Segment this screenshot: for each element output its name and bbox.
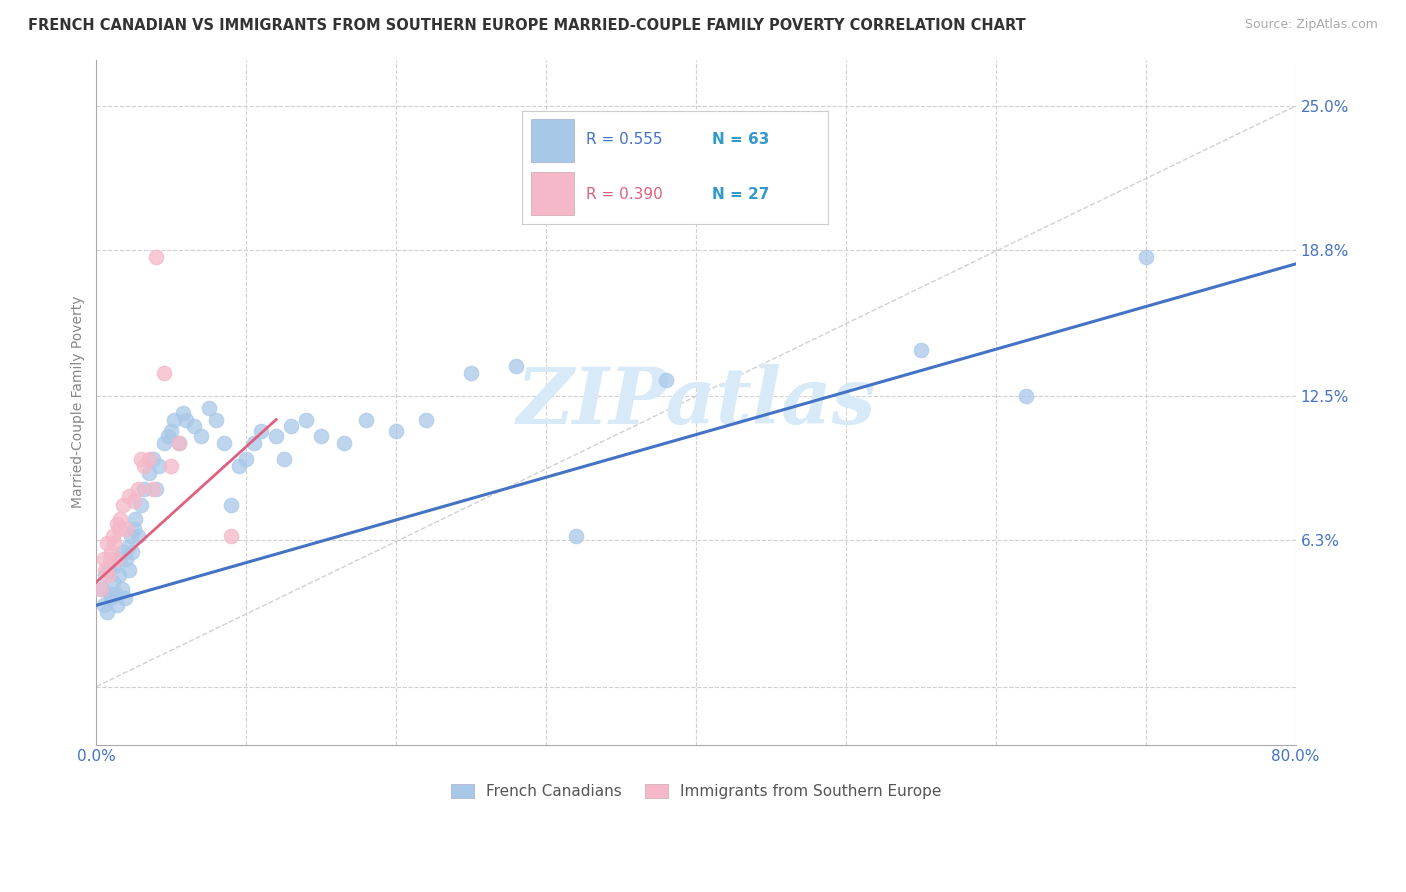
Point (134, 482, 156, 496)
Point (90, 582, 112, 596)
Point (122, 522, 145, 536)
Point (111, 582, 134, 596)
Point (94, 564, 117, 578)
Point (205, 412, 228, 426)
Point (108, 568, 131, 582)
Point (110, 512, 132, 526)
Point (280, 419, 302, 434)
Point (112, 499, 135, 513)
Point (93, 599, 115, 613)
Point (172, 405, 194, 419)
Text: ZIPatlas: ZIPatlas (516, 364, 876, 441)
Point (157, 429, 180, 443)
Y-axis label: Married-Couple Family Poverty: Married-Couple Family Poverty (72, 296, 86, 508)
Point (385, 424, 408, 438)
Point (415, 412, 437, 426)
Point (93, 551, 115, 566)
Point (295, 412, 318, 426)
Point (138, 452, 160, 467)
Point (98, 587, 121, 601)
Point (219, 499, 242, 513)
Point (115, 522, 138, 536)
Point (118, 564, 141, 578)
Point (91, 582, 114, 596)
Point (127, 528, 149, 542)
Point (153, 366, 176, 380)
Point (114, 591, 136, 606)
Point (142, 452, 165, 467)
Point (163, 412, 186, 426)
Point (131, 499, 153, 513)
Point (273, 452, 295, 467)
Point (145, 250, 167, 264)
Point (112, 545, 135, 559)
Point (160, 458, 183, 473)
Point (103, 558, 125, 573)
Point (100, 591, 122, 606)
Text: Source: ZipAtlas.com: Source: ZipAtlas.com (1244, 18, 1378, 31)
Point (110, 551, 132, 566)
Point (98, 551, 121, 566)
Point (219, 528, 242, 542)
Point (97, 568, 120, 582)
Point (127, 482, 149, 496)
Point (94, 568, 117, 582)
Point (1135, 250, 1157, 264)
Point (910, 343, 932, 357)
Point (108, 522, 131, 536)
Point (153, 435, 176, 450)
Point (145, 482, 167, 496)
Point (142, 482, 165, 496)
Point (332, 435, 354, 450)
Point (264, 429, 287, 443)
Point (242, 435, 264, 450)
Point (250, 424, 273, 438)
Point (131, 452, 153, 467)
Point (565, 528, 588, 542)
Point (138, 466, 160, 480)
Point (212, 435, 235, 450)
Point (120, 528, 142, 542)
Point (105, 516, 128, 531)
Point (183, 419, 205, 434)
Point (117, 540, 139, 554)
Point (122, 493, 145, 508)
Point (121, 545, 143, 559)
Point (96, 605, 118, 619)
Point (148, 458, 170, 473)
Point (505, 359, 527, 373)
Point (759, 180, 782, 194)
Point (96, 535, 118, 549)
Point (235, 452, 257, 467)
Point (190, 429, 212, 443)
Point (115, 551, 138, 566)
Point (655, 373, 678, 387)
Point (309, 429, 332, 443)
Legend: French Canadians, Immigrants from Southern Europe: French Canadians, Immigrants from Southe… (444, 778, 948, 805)
Point (174, 412, 197, 426)
Point (97, 564, 120, 578)
Point (104, 551, 127, 566)
Point (104, 587, 127, 601)
Text: FRENCH CANADIAN VS IMMIGRANTS FROM SOUTHERN EUROPE MARRIED-COUPLE FAMILY POVERTY: FRENCH CANADIAN VS IMMIGRANTS FROM SOUTH… (28, 18, 1026, 33)
Point (101, 528, 124, 542)
Point (100, 545, 122, 559)
Point (124, 512, 146, 526)
Point (118, 489, 141, 503)
Point (228, 458, 250, 473)
Point (167, 435, 190, 450)
Point (167, 435, 190, 450)
Point (160, 424, 183, 438)
Point (105, 599, 128, 613)
Point (103, 535, 125, 549)
Point (460, 366, 482, 380)
Point (197, 401, 219, 415)
Point (134, 458, 156, 473)
Point (354, 412, 377, 426)
Point (1015, 389, 1038, 403)
Point (101, 575, 124, 590)
